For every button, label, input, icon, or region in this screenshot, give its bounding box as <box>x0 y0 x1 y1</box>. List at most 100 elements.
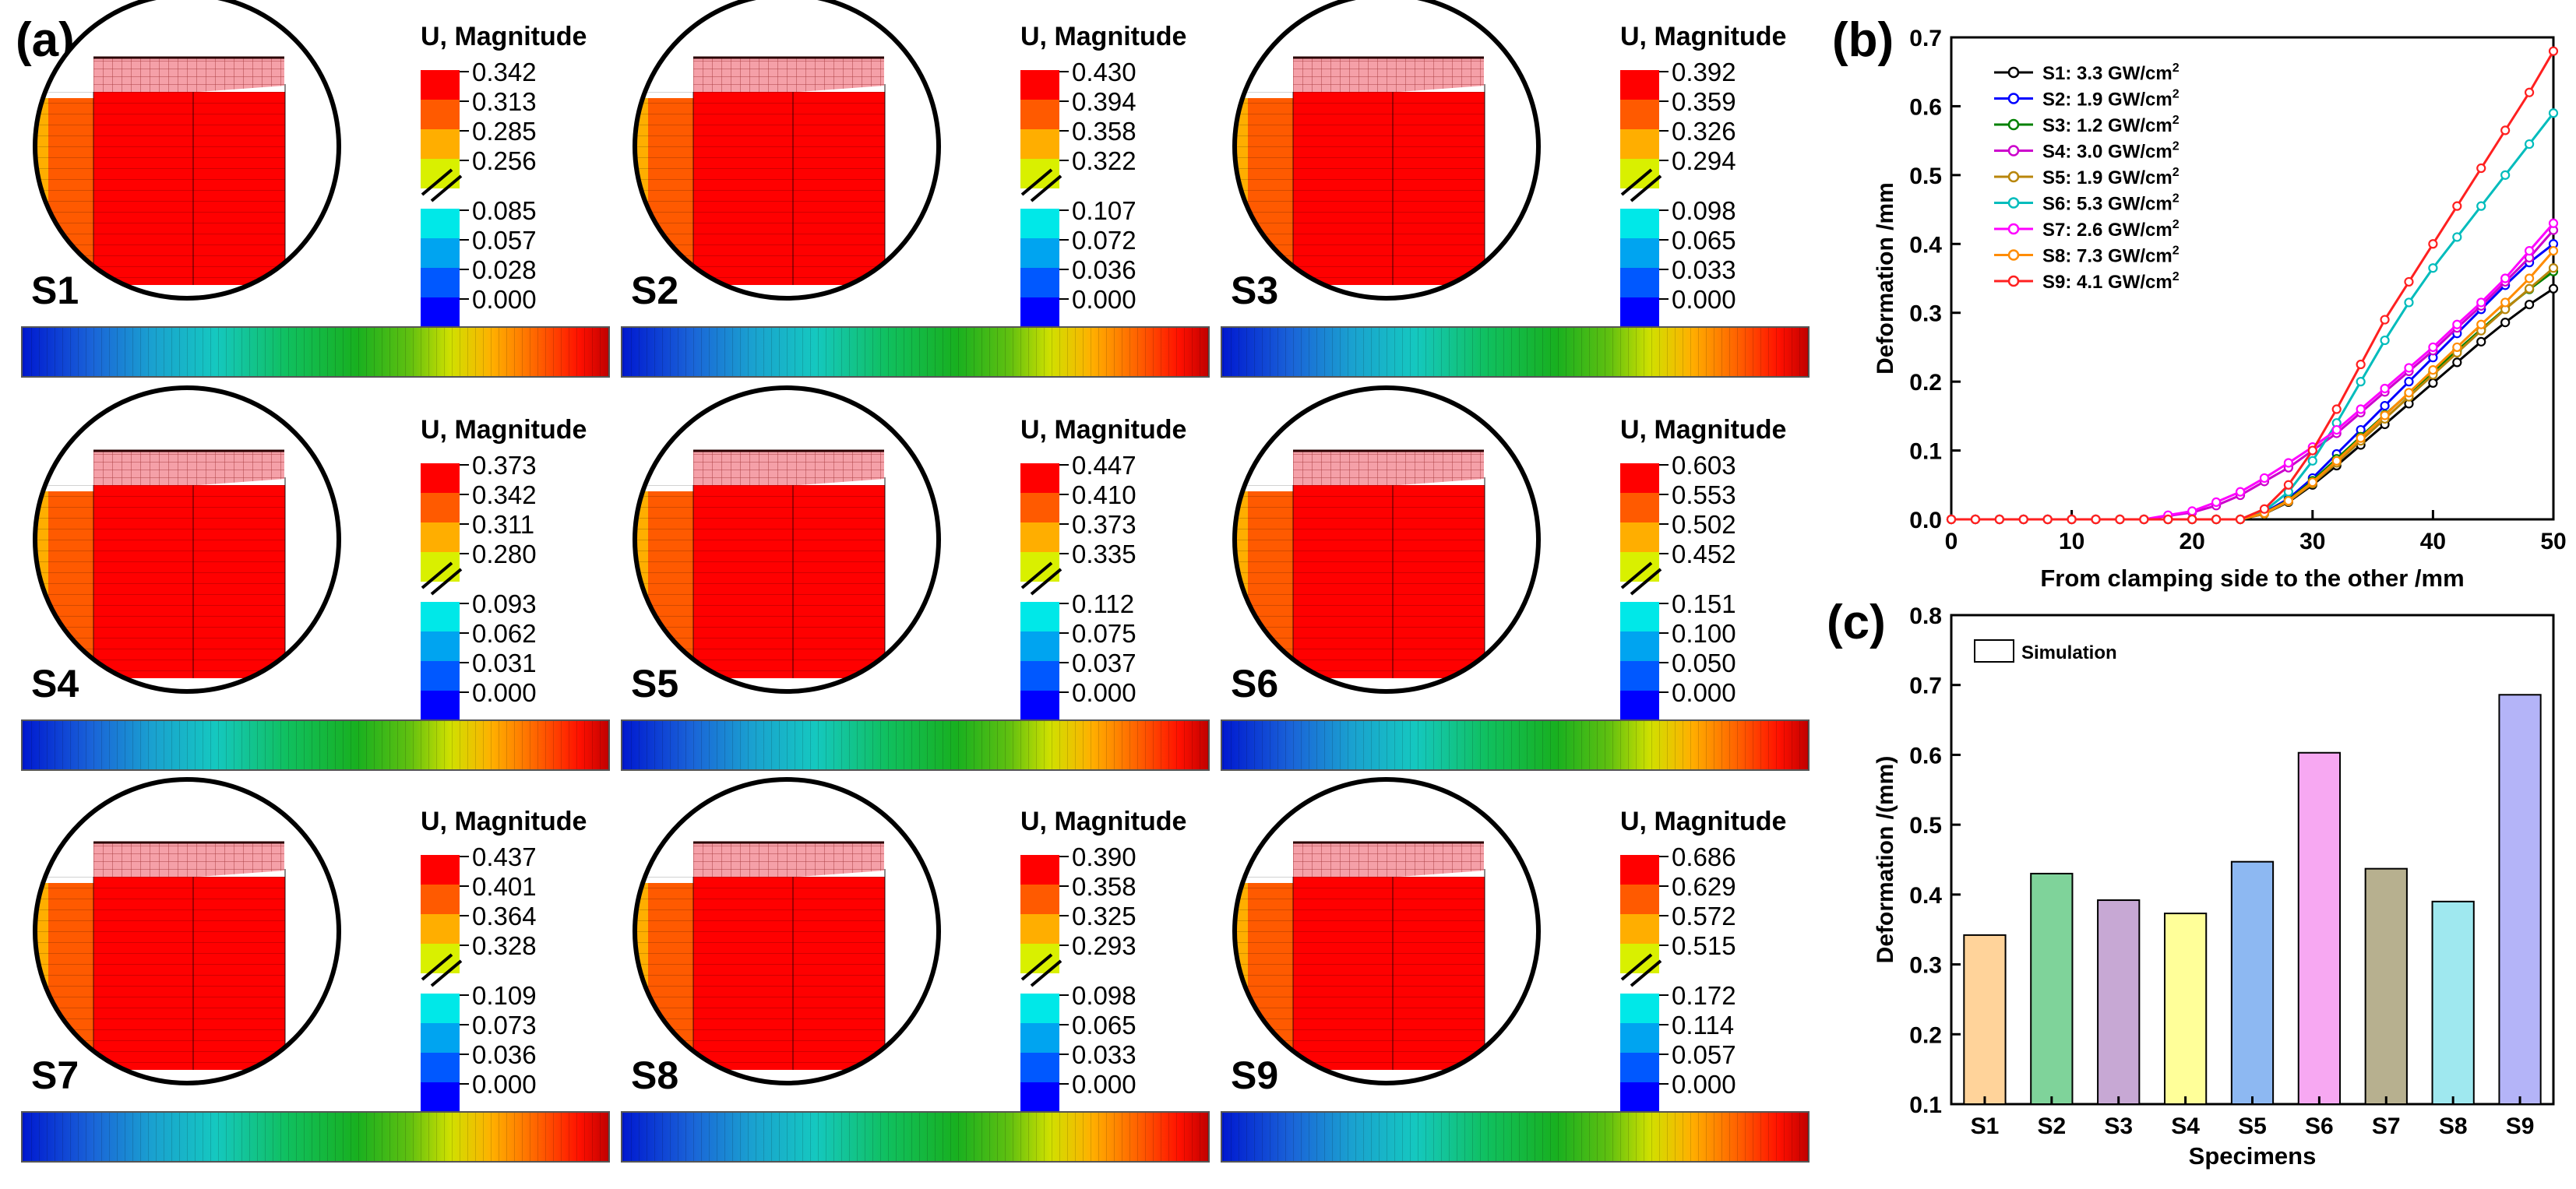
legend-value-top: 0.447 <box>1072 451 1136 480</box>
series-line <box>1951 229 2555 521</box>
specimen-tile-s4: S4U, Magnitude0.3730.3420.3110.2800.0930… <box>21 385 610 771</box>
series-marker <box>2331 404 2342 414</box>
series-marker <box>2404 297 2414 308</box>
legend-superscript: 2 <box>2173 244 2180 258</box>
y-tick-label: 0.2 <box>1909 370 1942 396</box>
legend-entry: S6: 5.3 GW/cm2 <box>2042 192 2180 215</box>
beam-mesh <box>622 720 1209 770</box>
legend-value-bottom: 0.062 <box>472 619 537 648</box>
legend-swatch-top <box>1020 493 1059 522</box>
legend-marker <box>2007 66 2020 79</box>
legend-value-bottom: 0.065 <box>1672 226 1736 255</box>
legend-title: U, Magnitude <box>421 22 587 51</box>
specimen-label: S4 <box>31 662 79 705</box>
legend-value-top: 0.313 <box>472 87 537 116</box>
zoom-content <box>633 386 940 693</box>
specimen-label: S8 <box>631 1054 678 1097</box>
legend-swatch-top <box>421 70 460 100</box>
legend-swatch-bottom <box>421 1053 460 1082</box>
legend-swatch-bottom <box>421 1023 460 1053</box>
legend-break-mark <box>1630 568 1662 596</box>
series-marker <box>2524 246 2535 256</box>
series-marker <box>2548 46 2559 56</box>
zoom-circle-border <box>33 777 341 1085</box>
legend-value-bottom: 0.172 <box>1672 981 1736 1010</box>
series-marker <box>2067 514 2077 525</box>
legend-title: U, Magnitude <box>1020 415 1186 445</box>
zoom-content <box>1233 0 1540 300</box>
series-marker <box>2259 504 2270 514</box>
legend-value-top: 0.572 <box>1672 902 1736 930</box>
series-marker <box>2548 246 2559 256</box>
specimen-tile-s9: S9U, Magnitude0.6860.6290.5720.5150.1720… <box>1221 777 1810 1163</box>
legend-entry: Simulation <box>2021 642 2117 663</box>
series-marker <box>2380 383 2390 394</box>
zoom-circle <box>1232 777 1541 1085</box>
legend-value-top: 0.328 <box>472 931 537 960</box>
x-tick-label: 50 <box>2540 529 2566 554</box>
legend-swatch-bottom <box>1620 1053 1659 1082</box>
panel-a: (a)S1U, Magnitude0.3420.3130.2850.2560.0… <box>16 0 1810 1163</box>
series-marker <box>2404 388 2414 398</box>
legend-marker <box>2007 249 2020 261</box>
series-marker <box>2452 201 2462 211</box>
legend-value-bottom: 0.073 <box>472 1011 537 1039</box>
legend-value-bottom: 0.112 <box>1072 589 1134 618</box>
x-tick-label: 40 <box>2420 529 2446 554</box>
specimen-label: S3 <box>1231 269 1278 312</box>
legend-entry: S8: 7.3 GW/cm2 <box>2042 244 2180 267</box>
legend-marker <box>2007 145 2020 157</box>
legend-superscript: 2 <box>2173 218 2180 231</box>
beam-mesh <box>22 720 609 770</box>
legend-entry: S9: 4.1 GW/cm2 <box>2042 270 2180 293</box>
legend-swatch-top <box>1020 463 1059 493</box>
specimen-label: S7 <box>31 1054 79 1097</box>
series-marker <box>2500 297 2511 308</box>
series-line <box>1951 250 2555 521</box>
series-marker <box>2428 239 2438 249</box>
legend-swatch-top <box>1020 914 1059 944</box>
beam-mesh <box>1221 720 1809 770</box>
legend-swatch-bottom <box>421 661 460 691</box>
series-marker <box>2500 273 2511 283</box>
y-tick-label: 0.4 <box>1909 883 1942 909</box>
block-mesh-lines <box>633 485 885 678</box>
zoom-circle <box>633 385 941 694</box>
legend-swatch-bottom <box>1620 661 1659 691</box>
block-mesh-lines <box>633 877 885 1070</box>
series-marker <box>2356 377 2366 387</box>
legend-title: U, Magnitude <box>1620 22 1786 51</box>
series-marker <box>2428 365 2438 375</box>
series-marker <box>2235 514 2246 525</box>
legend-value-top: 0.553 <box>1672 480 1736 509</box>
legend-swatch-bottom <box>1020 602 1059 631</box>
legend-swatch-top <box>1620 855 1659 885</box>
x-tick-label: S1 <box>1971 1113 2000 1139</box>
block-mesh-lines <box>1233 92 1485 285</box>
series-marker <box>2524 300 2535 310</box>
zoom-circle-border <box>633 777 941 1085</box>
panel-b-label: (b) <box>1832 13 1894 67</box>
legend-swatch-top <box>1620 914 1659 944</box>
legend-value-bottom: 0.109 <box>472 981 537 1010</box>
y-tick-label: 0.5 <box>1909 164 1942 189</box>
beam-mesh <box>1221 1112 1809 1162</box>
legend-swatch-bottom <box>421 297 460 327</box>
specimen-tile-s8: S8U, Magnitude0.3900.3580.3250.2930.0980… <box>621 777 1210 1163</box>
beam-outline <box>21 326 610 378</box>
series-marker <box>2163 514 2173 525</box>
block-mesh-lines <box>33 92 285 285</box>
series-marker <box>2476 163 2486 174</box>
specimen-label: S6 <box>1231 662 1278 705</box>
legend-swatch-top <box>1620 129 1659 159</box>
series-line <box>1951 270 2554 521</box>
legend-title: U, Magnitude <box>1620 807 1786 836</box>
legend-value-bottom: 0.085 <box>472 196 537 225</box>
series-marker <box>2211 514 2222 525</box>
zoom-circle <box>633 777 941 1085</box>
series-marker <box>2452 232 2462 242</box>
bar <box>2230 860 2275 1105</box>
legend-swatch-bottom <box>1020 994 1059 1023</box>
series-marker <box>2524 139 2535 150</box>
legend-title: U, Magnitude <box>1020 22 1186 51</box>
